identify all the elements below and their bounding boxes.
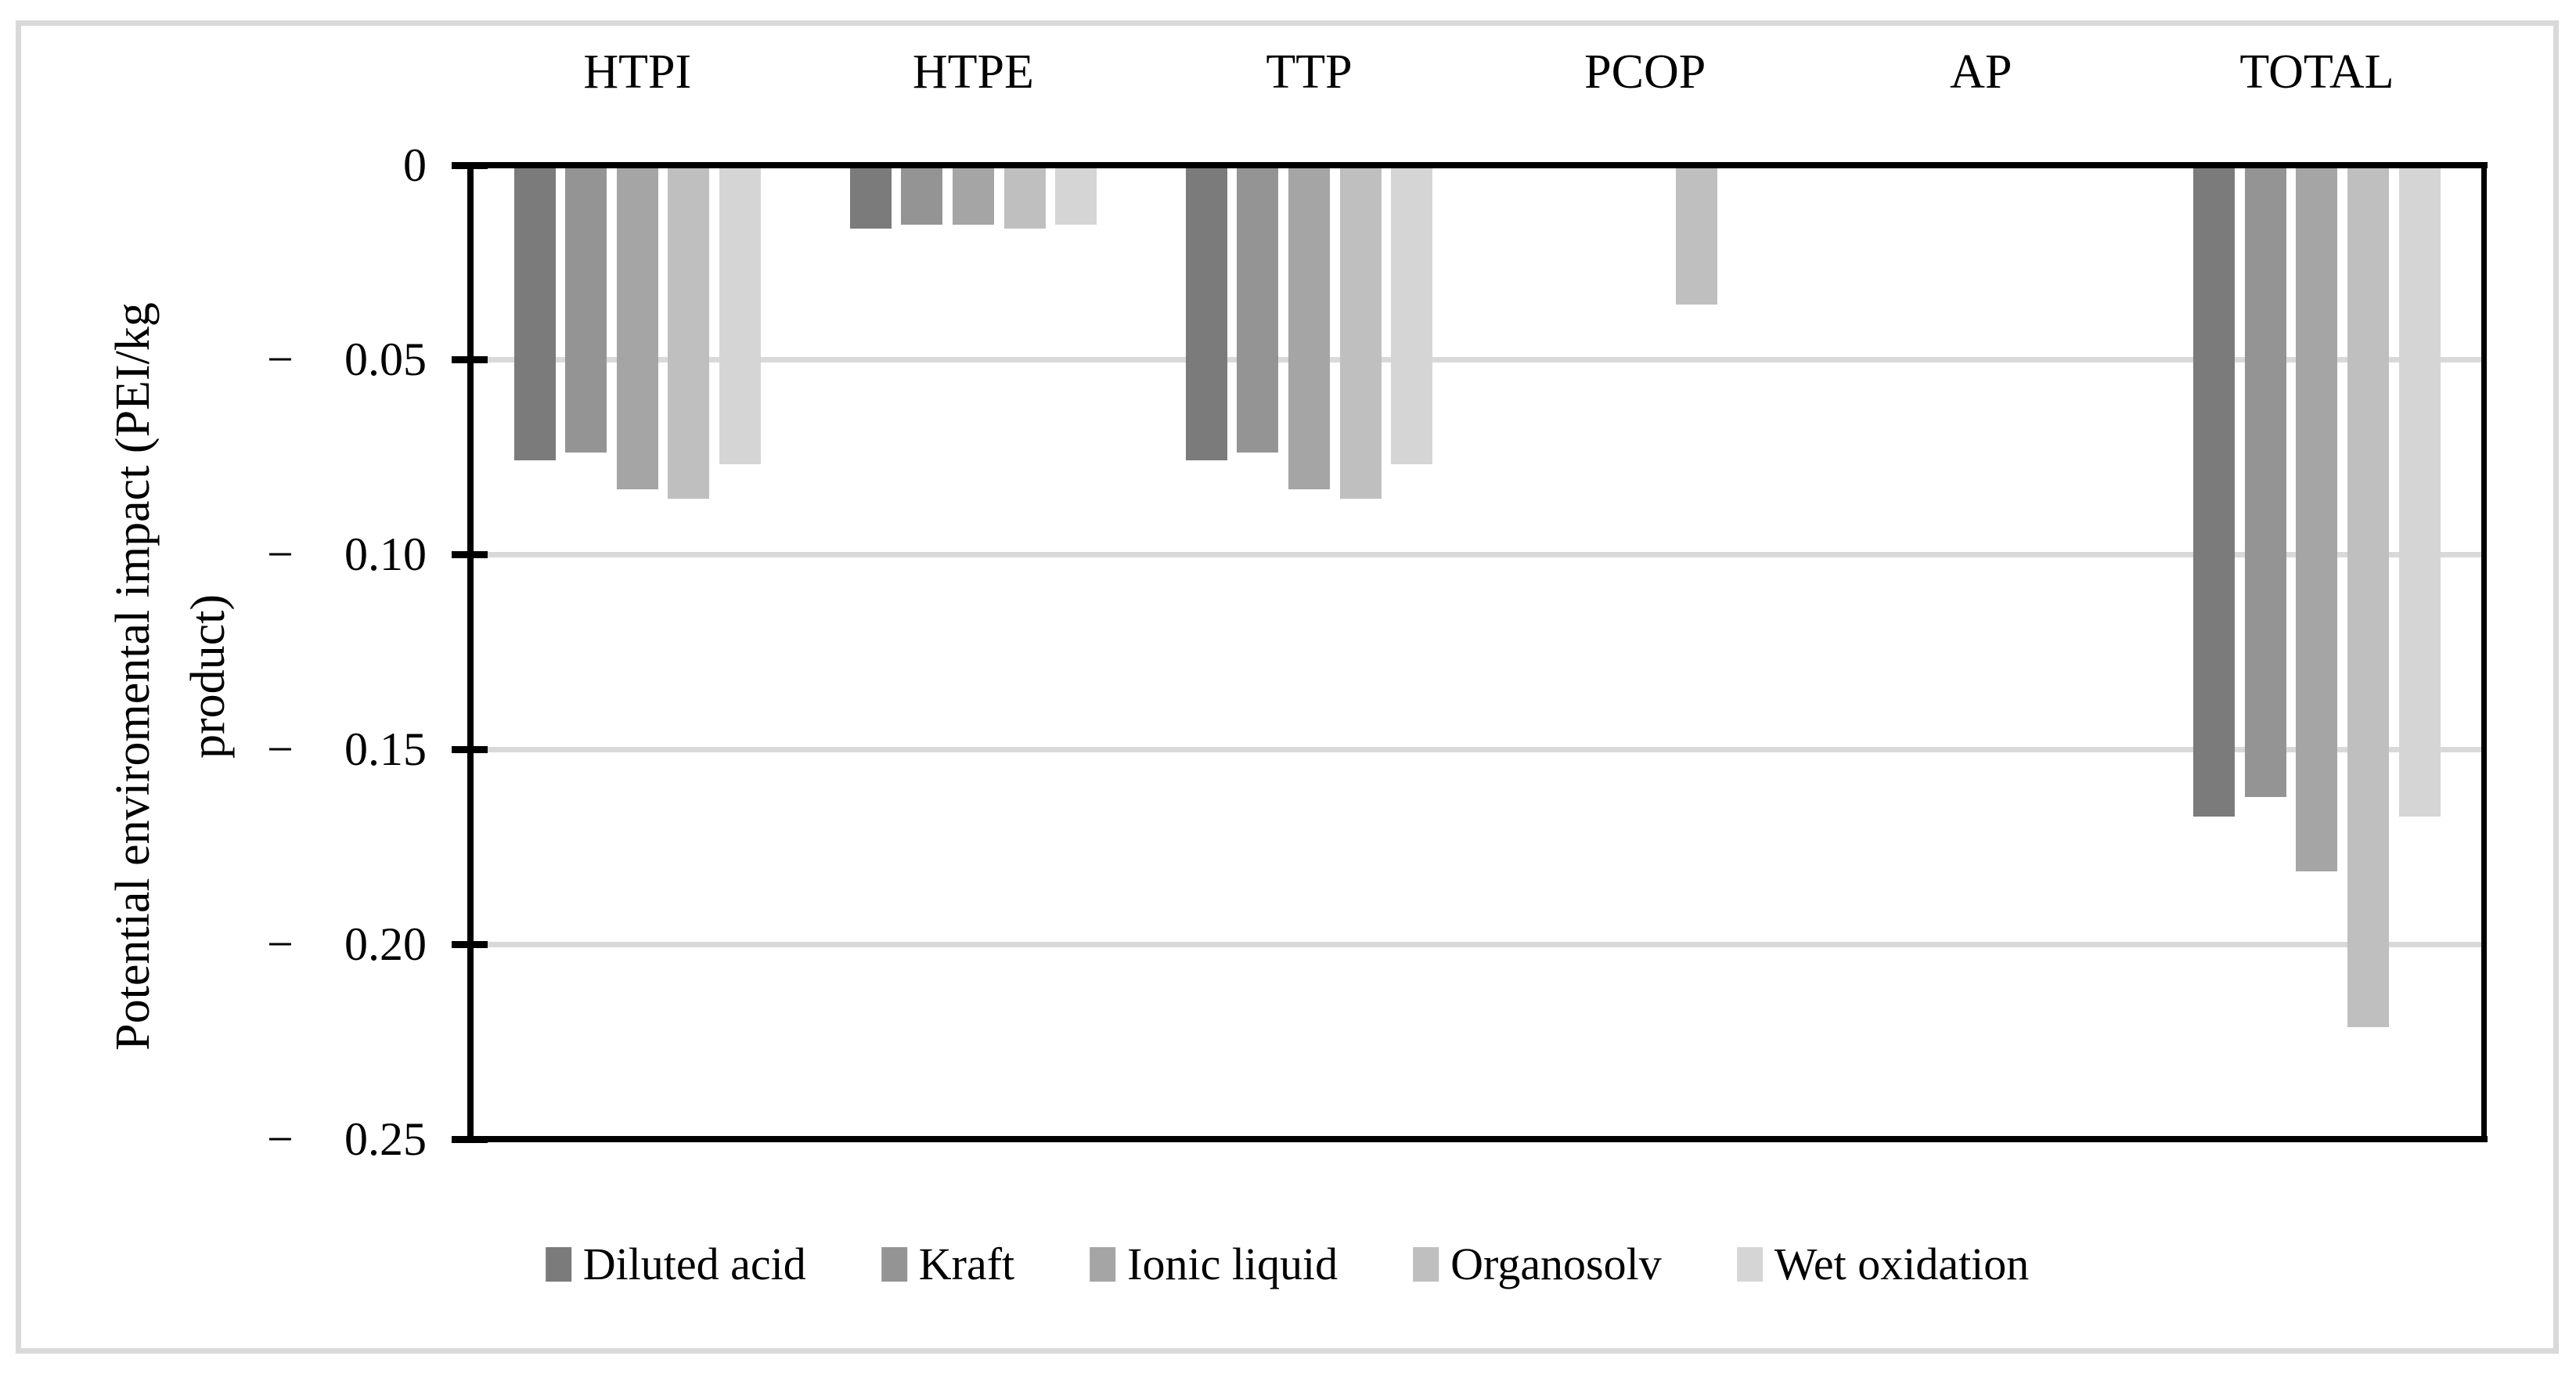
y-tick-number: 0.25 — [344, 1113, 427, 1165]
bar-TTP-diluted-acid — [1185, 168, 1227, 460]
gridline-0.15 — [474, 746, 2481, 752]
y-tick-label-0: 0 — [267, 137, 427, 193]
legend-label: Diluted acid — [582, 1239, 806, 1289]
y-tick-mark-0.15 — [452, 745, 488, 753]
category-label-TTP: TTP — [1266, 45, 1353, 99]
legend-item-diluted-acid: Diluted acid — [545, 1238, 806, 1290]
y-tick-mark-0.25 — [452, 1135, 488, 1143]
bar-TOTAL-wet-oxidation — [2398, 168, 2441, 817]
gridline-0.20 — [474, 941, 2481, 947]
bar-HTPI-kraft — [565, 168, 607, 453]
y-tick-number: 0.10 — [344, 528, 427, 581]
y-tick-minus-sign: − — [267, 528, 294, 581]
legend-item-kraft: Kraft — [881, 1238, 1014, 1290]
bar-HTPI-wet-oxidation — [719, 168, 762, 464]
y-axis-title-line2: product) — [182, 593, 235, 759]
y-tick-label-0.15: −0.15 — [267, 721, 427, 777]
bar-TTP-organosolv — [1339, 168, 1382, 499]
zero-axis-line — [467, 162, 2488, 168]
legend-label: Kraft — [918, 1239, 1015, 1289]
category-label-TOTAL: TOTAL — [2239, 45, 2394, 99]
bar-PCOP-organosolv — [1675, 168, 1717, 305]
gridline-0.05 — [474, 357, 2481, 363]
bar-HTPE-wet-oxidation — [1055, 168, 1097, 225]
legend-swatch-icon — [545, 1246, 571, 1282]
legend-item-organosolv: Organosolv — [1413, 1238, 1662, 1290]
y-axis-title-line1: Potential enviromental impact (PEI/kg — [106, 302, 160, 1051]
category-label-HTPE: HTPE — [912, 45, 1034, 99]
y-tick-label-0.25: −0.25 — [267, 1111, 427, 1167]
bar-HTPI-ionic-liquid — [616, 168, 658, 489]
y-tick-mark-0.05 — [452, 356, 488, 364]
y-tick-number: 0.20 — [344, 918, 427, 970]
y-tick-mark-0.20 — [452, 940, 488, 948]
bar-HTPE-diluted-acid — [849, 168, 892, 229]
bar-TOTAL-diluted-acid — [2193, 168, 2236, 817]
bar-TTP-ionic-liquid — [1288, 168, 1331, 489]
y-tick-number: 0.05 — [344, 334, 427, 386]
legend-item-ionic-liquid: Ionic liquid — [1090, 1238, 1338, 1290]
y-axis-line — [467, 162, 474, 1142]
bar-HTPI-diluted-acid — [513, 168, 556, 460]
legend-swatch-icon — [1736, 1246, 1763, 1282]
figure-frame: Potential enviromental impact (PEI/kg pr… — [16, 20, 2559, 1354]
category-label-HTPI: HTPI — [583, 45, 692, 99]
bar-TTP-kraft — [1237, 168, 1279, 453]
bar-HTPE-organosolv — [1003, 168, 1046, 229]
bar-TOTAL-ionic-liquid — [2296, 168, 2338, 871]
bar-TTP-wet-oxidation — [1391, 168, 1433, 464]
bar-TOTAL-organosolv — [2347, 168, 2390, 1027]
y-tick-minus-sign: − — [267, 918, 294, 970]
legend-label: Wet oxidation — [1774, 1239, 2030, 1289]
legend: Diluted acid Kraft Ionic liquid Organosolv W… — [545, 1238, 2030, 1290]
y-tick-label-0.05: −0.05 — [267, 332, 427, 388]
bar-HTPE-ionic-liquid — [952, 168, 994, 225]
y-tick-label-0.20: −0.20 — [267, 916, 427, 972]
bar-HTPI-organosolv — [668, 168, 710, 499]
plot-right-border — [2481, 162, 2487, 1142]
y-tick-minus-sign: − — [267, 334, 294, 386]
legend-label: Ionic liquid — [1127, 1239, 1338, 1289]
bar-TOTAL-kraft — [2244, 168, 2286, 798]
y-tick-minus-sign: − — [267, 723, 294, 775]
legend-swatch-icon — [1413, 1246, 1439, 1282]
category-label-PCOP: PCOP — [1584, 45, 1706, 99]
y-tick-minus-sign: − — [267, 1113, 294, 1165]
gridline-0.10 — [474, 552, 2481, 558]
plot-bottom-border — [467, 1136, 2488, 1142]
y-axis-title: Potential enviromental impact (PEI/kg pr… — [95, 89, 252, 1264]
y-tick-number: 0 — [403, 139, 427, 191]
legend-label: Organosolv — [1450, 1239, 1662, 1289]
legend-item-wet-oxidation: Wet oxidation — [1736, 1238, 2030, 1290]
legend-swatch-icon — [1090, 1246, 1116, 1282]
category-label-AP: AP — [1950, 45, 2012, 99]
y-tick-mark-0.10 — [452, 551, 488, 559]
y-tick-mark-0 — [452, 161, 488, 169]
y-tick-number: 0.15 — [344, 723, 427, 775]
y-tick-label-0.10: −0.10 — [267, 527, 427, 583]
bar-HTPE-kraft — [901, 168, 943, 225]
legend-swatch-icon — [881, 1246, 907, 1282]
